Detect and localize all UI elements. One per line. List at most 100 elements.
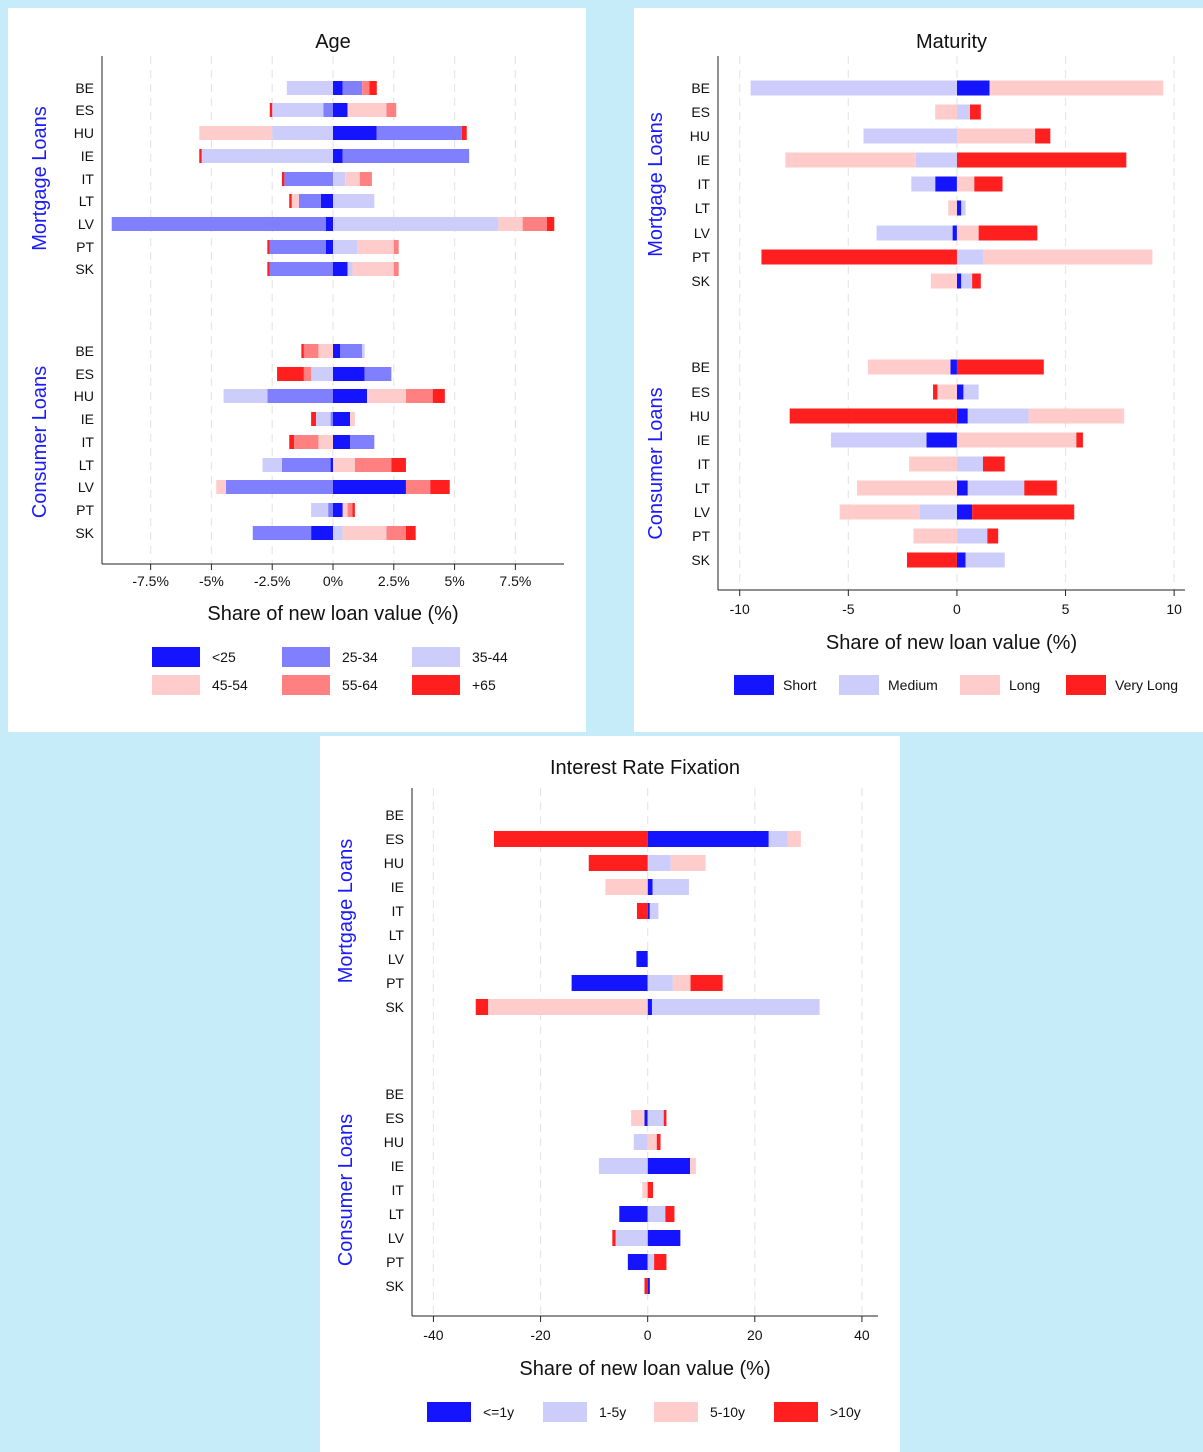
category-label-hu: HU xyxy=(384,855,404,871)
bar-segment-pt-3 xyxy=(357,240,394,254)
bar-segment-pt-0 xyxy=(325,240,333,254)
legend-label-2: 35-44 xyxy=(472,649,508,665)
category-label-be: BE xyxy=(75,343,94,359)
x-tick-label: 0 xyxy=(953,601,961,617)
bar-segment-ie-1 xyxy=(330,412,333,426)
legend-label-2: 5-10y xyxy=(710,1404,745,1420)
bar-segment-be-2 xyxy=(867,359,951,375)
bar-segment-es-2 xyxy=(631,1110,645,1126)
bar-segment-lv-5 xyxy=(430,480,450,494)
bar-segment-lt-4 xyxy=(354,458,392,472)
bar-segment-lv-0 xyxy=(333,480,406,494)
legend-swatch-1 xyxy=(543,1402,587,1422)
bar-segment-pt-3 xyxy=(654,1254,667,1270)
bar-segment-es-2 xyxy=(935,104,957,120)
bar-segment-es-5 xyxy=(277,367,304,381)
bar-segment-es-2 xyxy=(311,367,333,381)
bar-segment-pt-3 xyxy=(690,975,723,991)
bar-segment-lt-2 xyxy=(948,200,957,216)
bar-segment-lv-4 xyxy=(522,217,547,231)
bar-segment-ie-0 xyxy=(647,1158,690,1174)
bar-segment-lv-1 xyxy=(876,225,953,241)
bar-segment-es-4 xyxy=(386,103,397,117)
bar-segment-it-2 xyxy=(956,176,975,192)
category-label-es: ES xyxy=(75,102,94,118)
bar-segment-be-0 xyxy=(950,359,957,375)
bar-segment-es-1 xyxy=(364,367,392,381)
legend-label-0: <=1y xyxy=(483,1404,514,1420)
bar-segment-ie-2 xyxy=(956,432,1077,448)
bar-segment-lv-3 xyxy=(498,217,523,231)
bar-segment-be-5 xyxy=(301,344,304,358)
bar-segment-it-3 xyxy=(647,1182,654,1198)
bar-segment-ie-1 xyxy=(652,879,689,895)
bar-segment-be-2 xyxy=(286,81,333,95)
legend-swatch-3 xyxy=(152,675,200,695)
bar-segment-pt-2 xyxy=(333,240,358,254)
bar-segment-hu-1 xyxy=(863,128,957,144)
category-label-hu: HU xyxy=(74,125,94,141)
x-tick-label: -7.5% xyxy=(132,573,169,589)
category-label-be: BE xyxy=(385,1086,404,1102)
bar-segment-es-0 xyxy=(333,367,365,381)
chart-title: Age xyxy=(315,31,351,53)
bar-segment-sk-1 xyxy=(961,273,973,289)
bar-segment-it-2 xyxy=(333,172,346,186)
bar-segment-hu-0 xyxy=(333,389,368,403)
x-tick-label: -5% xyxy=(199,573,224,589)
legend-label-5: +65 xyxy=(472,677,496,693)
bar-segment-es-0 xyxy=(333,103,348,117)
bar-segment-it-0 xyxy=(333,435,351,449)
category-label-sk: SK xyxy=(75,261,94,277)
group-label-mortgage: Mortgage Loans xyxy=(645,112,667,257)
group-label-consumer: Consumer Loans xyxy=(29,366,51,518)
group-label-mortgage: Mortgage Loans xyxy=(335,839,357,984)
bar-segment-pt-2 xyxy=(672,975,691,991)
bar-segment-sk-3 xyxy=(475,999,489,1015)
category-label-be: BE xyxy=(691,359,710,375)
bar-segment-lv-3 xyxy=(216,480,227,494)
legend-label-1: Medium xyxy=(888,677,938,693)
bar-segment-hu-5 xyxy=(432,389,445,403)
category-label-lt: LT xyxy=(79,457,95,473)
bar-segment-pt-0 xyxy=(333,503,343,517)
bar-segment-hu-3 xyxy=(199,126,273,140)
category-label-lt: LT xyxy=(389,927,405,943)
x-tick-label: 0% xyxy=(323,573,343,589)
bar-segment-sk-3 xyxy=(644,1278,648,1294)
bar-segment-es-3 xyxy=(493,831,648,847)
bar-segment-lt-1 xyxy=(967,480,1025,496)
x-tick-label: 10 xyxy=(1166,601,1182,617)
interest-rate-fixation-chart-panel: Interest Rate Fixation -40 -20 0 20 40 BE ES HU I… xyxy=(320,736,900,1452)
bar-segment-lv-2 xyxy=(839,504,921,520)
bar-segment-lt-1 xyxy=(298,194,321,208)
bar-segment-pt-5 xyxy=(267,240,270,254)
bar-segment-ie-3 xyxy=(956,152,1127,168)
legend-label-2: Long xyxy=(1009,677,1040,693)
category-label-be: BE xyxy=(691,80,710,96)
bar-segment-pt-1 xyxy=(956,249,983,265)
legend-swatch-3 xyxy=(1066,675,1106,695)
bar-segment-pt-3 xyxy=(761,249,957,265)
bar-segment-hu-2 xyxy=(956,128,1036,144)
x-tick-label: -2.5% xyxy=(254,573,291,589)
interest-rate-fixation-chart: Interest Rate Fixation -40 -20 0 20 40 BE ES HU I… xyxy=(335,757,878,1422)
bar-segment-it-0 xyxy=(647,903,650,919)
category-label-lv: LV xyxy=(78,479,95,495)
bar-segment-hu-2 xyxy=(223,389,268,403)
bar-segment-lt-0 xyxy=(956,200,962,216)
bar-segment-sk-0 xyxy=(956,552,966,568)
category-label-pt: PT xyxy=(692,249,710,265)
bar-segment-be-4 xyxy=(303,344,319,358)
bar-segment-hu-1 xyxy=(376,126,462,140)
bar-segment-lv-0 xyxy=(325,217,333,231)
bar-segment-hu-3 xyxy=(367,389,406,403)
category-label-it: IT xyxy=(698,456,711,472)
bar-segment-ie-1 xyxy=(342,149,470,163)
bar-segment-lt-2 xyxy=(262,458,282,472)
bar-segment-hu-2 xyxy=(670,855,706,871)
maturity-chart-panel: Maturity -10 -5 0 5 10 BE ES HU IE IT LT LV PT SK Mortg… xyxy=(634,8,1203,732)
category-label-sk: SK xyxy=(75,525,94,541)
bar-segment-lt-0 xyxy=(619,1206,648,1222)
bar-segment-sk-0 xyxy=(956,273,962,289)
